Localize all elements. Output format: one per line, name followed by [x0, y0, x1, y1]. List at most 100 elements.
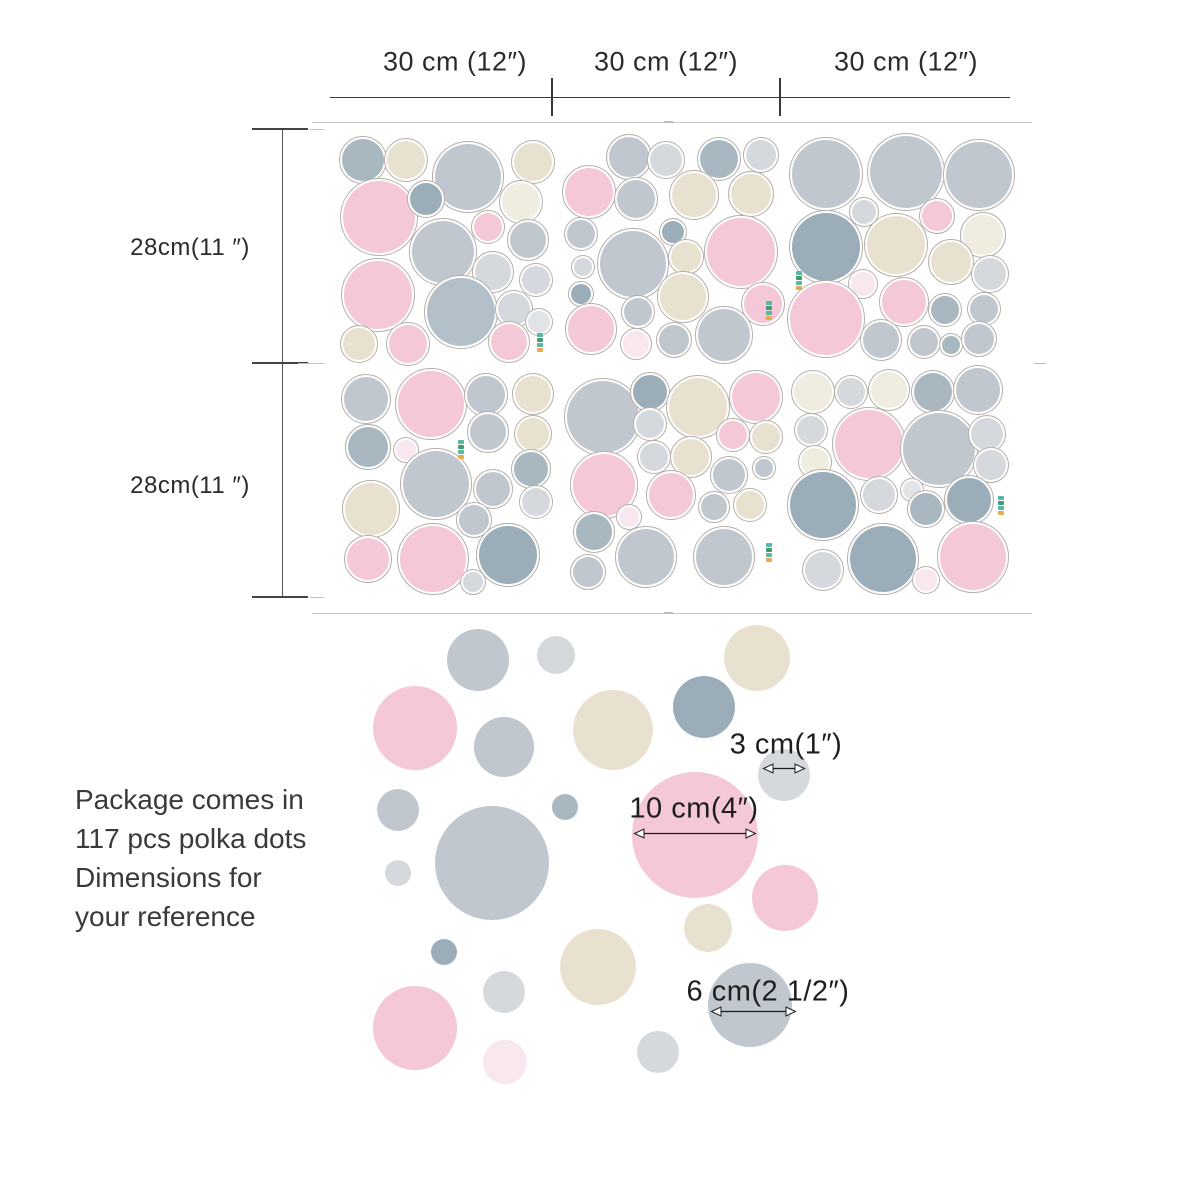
polka-dot-sticker	[693, 526, 755, 588]
top-ruler-tick	[551, 78, 553, 116]
scatter-dot	[673, 676, 735, 738]
scatter-dot	[552, 794, 578, 820]
polka-dot-sticker	[409, 218, 477, 286]
polka-dot-sticker	[344, 535, 392, 583]
polka-dot-sticker	[571, 255, 595, 279]
registration-mark	[1034, 363, 1046, 364]
polka-dot-sticker	[912, 566, 940, 594]
polka-dot-sticker	[564, 378, 642, 456]
polka-dot-sticker	[907, 490, 945, 528]
scatter-dot	[483, 971, 525, 1013]
scatter-dot	[637, 1031, 679, 1073]
polka-dot-sticker	[342, 480, 400, 538]
polka-dot-sticker	[471, 210, 505, 244]
polka-dot-sticker	[525, 308, 553, 336]
polka-dot-sticker	[511, 449, 551, 489]
polka-dot-sticker	[868, 369, 910, 411]
polka-dot-sticker	[789, 137, 863, 211]
scatter-dot	[560, 929, 636, 1005]
polka-dot-sticker	[568, 281, 594, 307]
top-ruler-tick	[779, 78, 781, 116]
polka-dot-sticker	[424, 275, 498, 349]
polka-dot-sticker	[637, 440, 671, 474]
polka-dot-sticker	[386, 322, 430, 366]
scatter-dot	[483, 1040, 527, 1084]
polka-dot-sticker	[630, 372, 670, 412]
polka-dot-sticker	[621, 295, 655, 329]
polka-dot-sticker	[961, 321, 997, 357]
polka-dot-sticker	[928, 239, 974, 285]
description-line: 117 pcs polka dots	[75, 823, 307, 854]
polka-dot-sticker	[729, 370, 783, 424]
polka-dot-sticker	[341, 374, 391, 424]
polka-dot-sticker	[460, 569, 486, 595]
scatter-dot	[724, 625, 790, 691]
size-label: 10 cm(4″)	[629, 792, 759, 825]
polka-dot-sticker	[565, 303, 617, 355]
polka-dot-sticker	[562, 165, 616, 219]
polka-dot-sticker	[499, 180, 543, 224]
polka-dot-sticker	[647, 141, 685, 179]
dimension-arrow	[762, 762, 806, 775]
polka-dot-sticker	[791, 370, 835, 414]
polka-dot-sticker	[657, 271, 709, 323]
polka-dot-sticker	[393, 437, 419, 463]
polka-dot-sticker	[606, 134, 652, 180]
polka-dot-sticker	[341, 258, 415, 332]
polka-dot-sticker	[953, 365, 1003, 415]
left-ruler-tick	[252, 128, 308, 130]
polka-dot-sticker	[944, 475, 994, 525]
polka-dot-sticker	[614, 177, 658, 221]
polka-dot-sticker	[456, 502, 492, 538]
polka-dot-sticker	[907, 325, 941, 359]
polka-dot-sticker	[937, 521, 1009, 593]
polka-dot-sticker	[597, 228, 669, 300]
description-line: Package comes in	[75, 784, 304, 815]
scatter-dot	[435, 806, 549, 920]
polka-dot-sticker	[472, 251, 514, 293]
polka-dot-sticker	[704, 215, 778, 289]
polka-dot-sticker	[787, 280, 865, 358]
polka-dot-sticker	[971, 255, 1009, 293]
polka-dot-sticker	[794, 413, 828, 447]
polka-dot-sticker	[716, 418, 750, 452]
polka-dot-sticker	[879, 277, 929, 327]
polka-dot-sticker	[968, 415, 1006, 453]
polka-dot-sticker	[669, 170, 719, 220]
brand-watermark	[458, 440, 465, 459]
polka-dot-sticker	[864, 213, 928, 277]
scatter-dot	[377, 789, 419, 831]
scatter-dot	[752, 865, 818, 931]
polka-dot-sticker	[512, 373, 554, 415]
polka-dot-sticker	[620, 328, 652, 360]
scatter-dot	[537, 636, 575, 674]
brand-watermark	[998, 496, 1005, 515]
polka-dot-sticker	[698, 491, 730, 523]
polka-dot-sticker	[573, 511, 615, 553]
polka-dot-sticker	[943, 139, 1015, 211]
polka-dot-sticker	[928, 293, 962, 327]
polka-dot-sticker	[397, 523, 469, 595]
polka-dot-sticker	[967, 292, 1001, 326]
polka-dot-sticker	[710, 456, 748, 494]
polka-dot-sticker	[919, 198, 955, 234]
left-ruler-tick	[252, 596, 308, 598]
registration-mark	[664, 121, 673, 123]
scatter-dot	[373, 986, 457, 1070]
top-width-label-1: 30 cm (12″)	[382, 46, 528, 77]
polka-dot-sticker	[787, 469, 859, 541]
scatter-dot	[684, 904, 732, 952]
left-ruler-tick-ext	[310, 129, 324, 130]
scatter-dot	[373, 686, 457, 770]
sticker-sheet-grid	[298, 121, 1046, 614]
polka-dot-sticker	[900, 410, 978, 488]
brand-watermark	[766, 543, 773, 562]
polka-dot-sticker	[752, 456, 776, 480]
polka-dot-sticker	[519, 485, 553, 519]
polka-dot-sticker	[860, 319, 902, 361]
polka-dot-sticker	[339, 136, 387, 184]
polka-dot-sticker	[939, 333, 963, 357]
brand-watermark	[766, 301, 773, 320]
top-width-label-3: 30 cm (12″)	[833, 46, 979, 77]
polka-dot-sticker	[616, 504, 642, 530]
